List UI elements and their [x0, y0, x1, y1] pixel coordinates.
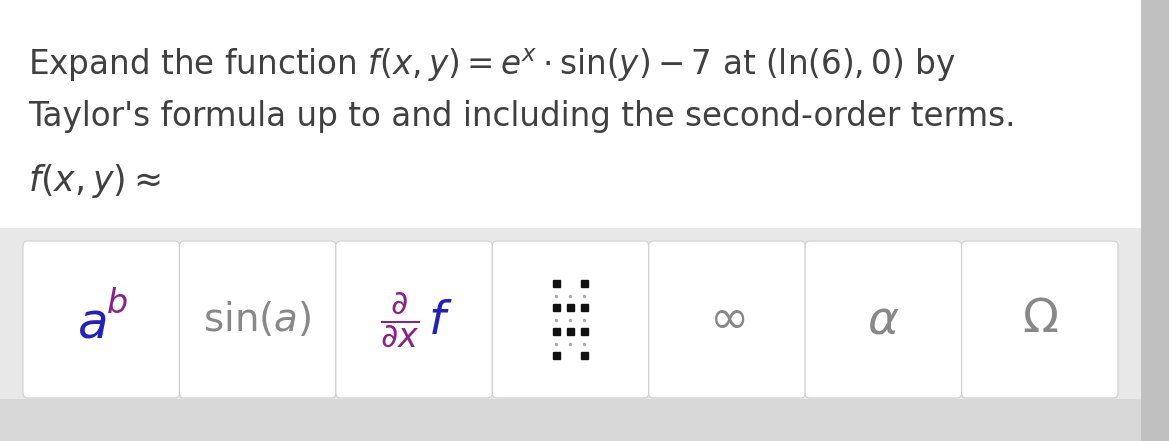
- Text: $a$: $a$: [76, 299, 106, 348]
- Bar: [567, 328, 574, 335]
- Bar: [581, 352, 588, 359]
- Bar: [581, 304, 588, 311]
- FancyBboxPatch shape: [0, 228, 1141, 441]
- Text: $\alpha$: $\alpha$: [867, 299, 900, 344]
- FancyBboxPatch shape: [0, 399, 1141, 441]
- Text: $\sin(a)$: $\sin(a)$: [203, 300, 312, 339]
- Text: $\infty$: $\infty$: [708, 297, 745, 342]
- FancyBboxPatch shape: [492, 241, 649, 398]
- Bar: [553, 352, 560, 359]
- Text: $f$: $f$: [428, 299, 452, 344]
- Text: Taylor's formula up to and including the second-order terms.: Taylor's formula up to and including the…: [28, 100, 1016, 133]
- FancyBboxPatch shape: [1141, 0, 1169, 441]
- Bar: [567, 304, 574, 311]
- FancyBboxPatch shape: [23, 241, 179, 398]
- FancyBboxPatch shape: [179, 241, 336, 398]
- FancyBboxPatch shape: [962, 241, 1118, 398]
- Bar: [553, 328, 560, 335]
- Bar: [553, 304, 560, 311]
- Text: $f(x,y)\approx$: $f(x,y)\approx$: [28, 162, 160, 200]
- Bar: [553, 280, 560, 287]
- Bar: [581, 280, 588, 287]
- Text: $\Omega$: $\Omega$: [1022, 297, 1058, 342]
- FancyBboxPatch shape: [805, 241, 962, 398]
- Bar: [581, 328, 588, 335]
- Text: $\dfrac{\partial}{\partial x}$: $\dfrac{\partial}{\partial x}$: [380, 290, 420, 349]
- Text: $b$: $b$: [106, 287, 129, 320]
- FancyBboxPatch shape: [649, 241, 805, 398]
- FancyBboxPatch shape: [336, 241, 492, 398]
- Text: Expand the function $f(x,y)=e^x\cdot\sin(y)-7$ at $(\ln(6),0)$ by: Expand the function $f(x,y)=e^x\cdot\sin…: [28, 46, 955, 84]
